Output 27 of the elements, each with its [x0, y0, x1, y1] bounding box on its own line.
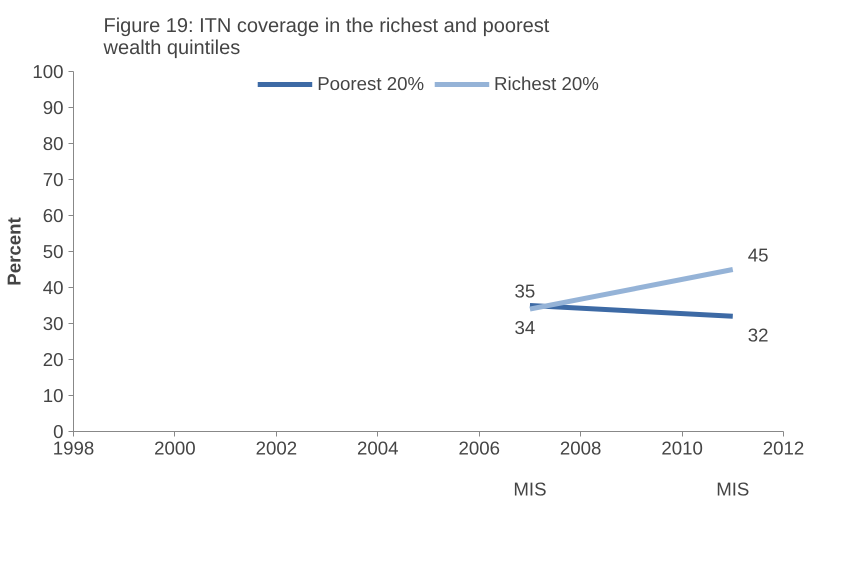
legend-label: Richest 20%	[494, 73, 599, 95]
x-tick-label: 2002	[256, 438, 298, 458]
x-tick-label: 2004	[357, 438, 399, 458]
text: MIS	[513, 478, 547, 500]
y-axis-title: Percent	[3, 217, 24, 286]
y-tick-label: 10	[42, 385, 64, 406]
y-tick-label: 100	[32, 61, 64, 82]
x-tick-label: 2006	[458, 438, 500, 458]
x-tick-label: 2012	[762, 438, 804, 458]
text: MIS	[716, 478, 750, 500]
y-tick-label: 40	[42, 277, 64, 298]
y-tick-label: 70	[42, 169, 64, 190]
data-label: 45	[748, 244, 769, 266]
x-tick-label: 2008	[560, 438, 602, 458]
legend-label: Poorest 20%	[317, 73, 424, 95]
data-label: 32	[748, 324, 769, 346]
y-tick-label: 30	[42, 313, 64, 334]
y-tick-label: 90	[42, 97, 64, 118]
data-label: 35	[514, 280, 536, 302]
y-tick-label: 60	[42, 205, 64, 226]
x-tick-label: 2010	[661, 438, 703, 458]
y-tick-label: 50	[42, 241, 64, 262]
data-label: 34	[514, 317, 536, 338]
chart-title: Figure 19: ITN coverage in the richest and poorest wealth quintiles	[102, 15, 550, 59]
y-tick-label: 80	[42, 133, 64, 154]
y-tick-label: 20	[42, 349, 64, 370]
x-tick-label: 2000	[154, 438, 196, 458]
